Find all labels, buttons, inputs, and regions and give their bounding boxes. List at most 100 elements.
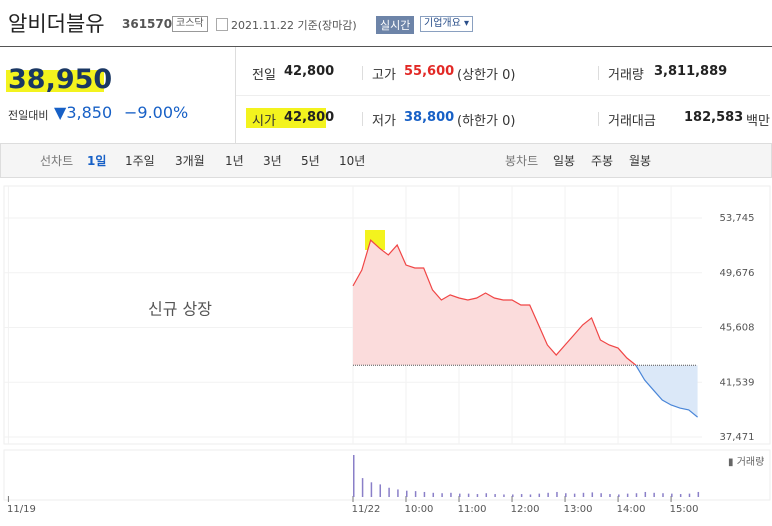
area-up [353,240,698,366]
divider [0,46,772,47]
volume-bar [688,493,691,497]
volume-bar [512,494,514,497]
volume-bar [644,491,647,497]
price-line [635,365,698,418]
divider [236,95,770,96]
overview-button[interactable]: 기업개요 ▾ [420,16,474,32]
y-tick-label: 41,539 [720,377,755,388]
volume-bar [582,492,585,497]
volume-bar [635,493,638,497]
x-tick-label: 11:00 [458,504,487,515]
change-label: 전일대비 [8,109,49,122]
volume-bar [565,493,567,497]
annotation: 신규 상장 [148,300,212,319]
volume-bar [547,492,549,497]
x-tick-label: 11/22 [352,504,381,515]
volume-bar [397,489,399,497]
divider [598,66,599,80]
info-label: 거래량 [608,68,644,83]
stock-name: 알비더블유 [8,12,105,36]
volume-bar [414,491,417,497]
y-tick-label: 37,471 [720,432,755,443]
info-label: 시가 [252,114,276,129]
volume-bar [432,492,435,497]
tab[interactable]: 5년 [301,154,320,168]
tab[interactable]: 1년 [225,154,244,168]
info-value: 42,800 [284,64,335,79]
info-value: 182,583 [684,110,744,125]
volume-bar [379,484,382,497]
chart-frame [3,185,771,445]
volume-bar [450,492,452,497]
info-note: (상한가 0) [457,68,516,83]
volume-bar [476,494,479,497]
tab[interactable]: 주봉 [591,154,614,168]
volume-bar [529,494,532,497]
tab[interactable]: 1일 [87,154,107,168]
volume-bar [591,492,594,497]
volume-bar [503,494,505,497]
change: ▼3,850 [54,103,113,122]
volume-bar [353,455,355,497]
volume-legend: ▮ 거래량 [728,456,764,468]
volume-bar [556,491,558,497]
volume-bar [679,494,682,497]
volume-bar [494,494,496,497]
tab[interactable]: 월봉 [629,154,652,168]
x-tick-label: 11/19 [7,504,36,515]
x-tick-label: 13:00 [564,504,593,515]
x-tick-label: 10:00 [405,504,434,515]
y-tick-label: 53,745 [720,213,755,224]
volume-legend-text: 거래량 [737,456,765,468]
volume-bar [459,493,461,497]
volume-bar [361,478,364,497]
volume-bar [467,493,470,497]
info-label: 전일 [252,68,276,83]
market-badge: 코스닥 [172,16,208,32]
stock-code: 361570 [122,17,173,31]
divider [362,112,363,126]
info-value: 42,800 [284,110,335,125]
change-value: 3,850 [66,103,113,122]
volume-bar [697,491,700,497]
tab[interactable]: 3개월 [175,154,205,168]
volume-bar [423,491,426,497]
tab[interactable]: 10년 [339,154,366,168]
area-down [353,365,698,418]
tab[interactable]: 일봉 [553,154,576,168]
tab[interactable]: 3년 [263,154,282,168]
volume-bar [618,494,620,497]
realtime-button[interactable]: 실시간 [376,16,415,34]
volume-bar [653,492,655,497]
info-label: 저가 [372,114,396,129]
volume-bar [485,493,488,497]
y-tick-label: 45,608 [720,323,755,334]
tab-label: 선차트 [40,154,74,168]
info-label: 고가 [372,68,396,83]
price-line [352,239,637,366]
change-percent: −9.00% [124,103,189,122]
divider [235,47,236,143]
volume-bar [662,493,664,497]
overview-text: 기업개요 [424,18,461,29]
volume-bar [573,493,576,497]
tab-label: 봉차트 [505,154,539,168]
calendar-icon [216,18,228,31]
volume-bar [406,490,408,497]
x-tick-label: 14:00 [617,504,646,515]
highlight [6,70,104,92]
volume-bar [600,493,602,497]
y-tick-label: 49,676 [720,268,755,279]
info-note: (하한가 0) [457,114,516,129]
volume-bar [370,482,373,497]
info-unit: 백만 [746,114,770,129]
x-tick-label: 12:00 [511,504,540,515]
volume-bar [520,494,523,497]
tab[interactable]: 1주일 [125,154,155,168]
current-price: 38,950 [8,64,113,95]
highlight [246,108,326,128]
volume-bar [441,493,443,497]
date: 2021.11.22 기준(장마감) [231,19,357,32]
info-label: 거래대금 [608,114,656,129]
